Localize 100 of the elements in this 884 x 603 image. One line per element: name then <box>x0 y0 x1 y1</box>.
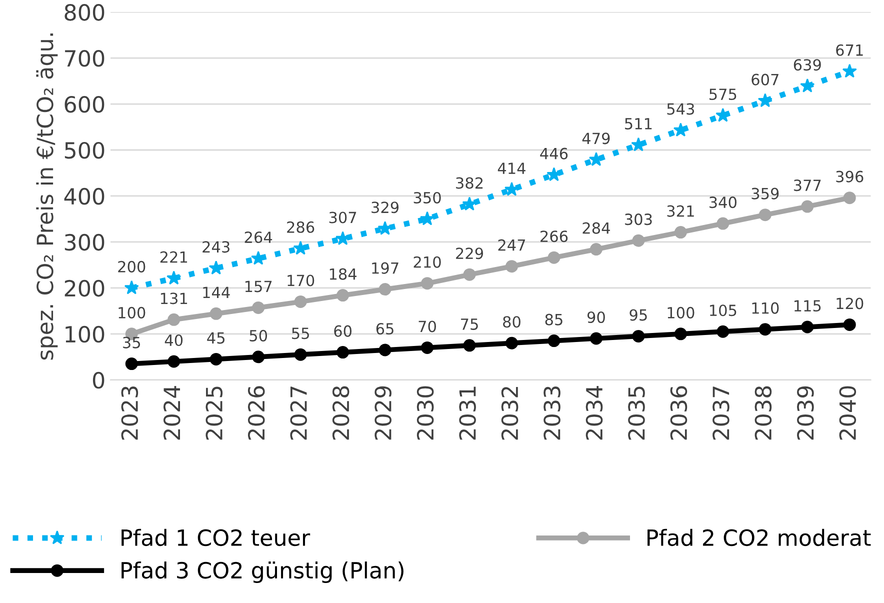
data-label: 396 <box>836 170 864 182</box>
data-label: 266 <box>540 230 568 242</box>
data-label: 55 <box>292 328 309 340</box>
point <box>716 325 730 338</box>
data-label: 243 <box>202 241 230 253</box>
point <box>716 108 730 122</box>
data-label: 307 <box>329 212 356 224</box>
data-label: 671 <box>836 44 863 56</box>
x-tick-label: 2030 <box>416 386 434 440</box>
data-label: 157 <box>245 280 272 292</box>
point <box>632 330 645 342</box>
x-tick-label: 2040 <box>839 386 856 440</box>
y-tick-label: 500 <box>64 142 104 159</box>
data-label: 100 <box>668 306 694 318</box>
data-label: 321 <box>667 205 694 217</box>
data-label: 35 <box>123 336 140 348</box>
point <box>421 341 434 354</box>
point <box>252 301 265 314</box>
data-label: 511 <box>625 118 652 130</box>
data-label: 414 <box>498 162 526 174</box>
point <box>590 332 602 345</box>
data-label: 60 <box>334 325 352 337</box>
data-label: 221 <box>160 251 188 263</box>
point <box>801 200 814 213</box>
y-tick-label: 200 <box>64 280 104 297</box>
point <box>421 277 434 290</box>
x-tick-label: 2026 <box>248 386 265 440</box>
point <box>758 323 772 336</box>
data-label: 340 <box>710 196 736 208</box>
legend-label: Pfad 2 CO2 moderat <box>648 528 871 546</box>
y-tick-label: 300 <box>64 234 104 251</box>
data-label: 90 <box>587 311 605 324</box>
data-label: 120 <box>836 298 864 310</box>
data-label: 75 <box>461 318 478 330</box>
data-label: 446 <box>540 148 568 160</box>
data-label: 105 <box>710 304 736 316</box>
point <box>632 234 645 247</box>
point <box>463 339 476 352</box>
x-tick-label: 2039 <box>797 386 814 440</box>
data-label: 359 <box>752 188 779 200</box>
x-tick-label: 2035 <box>628 386 645 440</box>
point <box>463 268 476 281</box>
x-tick-label: 2033 <box>544 386 560 440</box>
data-label: 543 <box>667 103 694 115</box>
x-tick-label: 2038 <box>754 386 772 440</box>
data-label: 50 <box>250 330 268 342</box>
x-tick-label: 2028 <box>332 386 350 440</box>
point <box>336 289 350 302</box>
data-label: 100 <box>118 306 146 318</box>
data-label: 229 <box>456 248 484 260</box>
point <box>168 355 180 368</box>
point <box>378 283 392 296</box>
y-tick-label: 700 <box>65 50 104 67</box>
data-label: 284 <box>582 222 610 234</box>
point <box>125 358 138 370</box>
point <box>548 251 560 264</box>
data-label: 210 <box>414 256 441 268</box>
data-label: 479 <box>582 132 610 144</box>
point <box>674 328 687 340</box>
data-label: 382 <box>456 177 483 189</box>
point <box>758 93 772 108</box>
data-label: 110 <box>752 302 779 314</box>
point <box>336 346 350 359</box>
point <box>548 334 560 348</box>
point <box>168 313 180 326</box>
point <box>124 280 139 294</box>
x-tick-label: 2029 <box>374 386 392 440</box>
point <box>294 348 307 361</box>
point <box>210 352 222 366</box>
data-label: 95 <box>630 309 647 321</box>
x-tick-label: 2024 <box>163 386 180 440</box>
data-label: 184 <box>330 268 357 280</box>
data-label: 170 <box>288 274 314 286</box>
point <box>166 270 182 285</box>
point <box>505 336 518 350</box>
point <box>208 260 224 274</box>
point <box>842 64 857 78</box>
data-label: 131 <box>160 292 188 304</box>
data-label: 303 <box>625 214 652 226</box>
x-tick-label: 2025 <box>206 386 223 440</box>
point <box>800 78 815 92</box>
legend-label: Pfad 3 CO2 günstig (Plan) <box>122 561 404 583</box>
data-label: 70 <box>418 320 436 332</box>
data-label: 607 <box>752 74 778 86</box>
point <box>294 295 307 308</box>
x-tick-label: 2034 <box>586 386 603 440</box>
y-tick-label: 0 <box>92 372 104 389</box>
data-label: 65 <box>376 322 394 335</box>
point <box>674 226 687 239</box>
x-tick-label: 2037 <box>712 386 730 440</box>
point <box>590 243 602 256</box>
y-tick-label: 100 <box>66 326 104 343</box>
data-label: 377 <box>794 180 821 192</box>
y-tick-label: 400 <box>64 188 104 205</box>
point <box>210 307 222 320</box>
point <box>843 318 856 331</box>
data-label: 247 <box>498 239 526 251</box>
data-label: 197 <box>372 262 398 274</box>
point <box>462 196 477 211</box>
x-tick-label: 2031 <box>459 386 476 440</box>
